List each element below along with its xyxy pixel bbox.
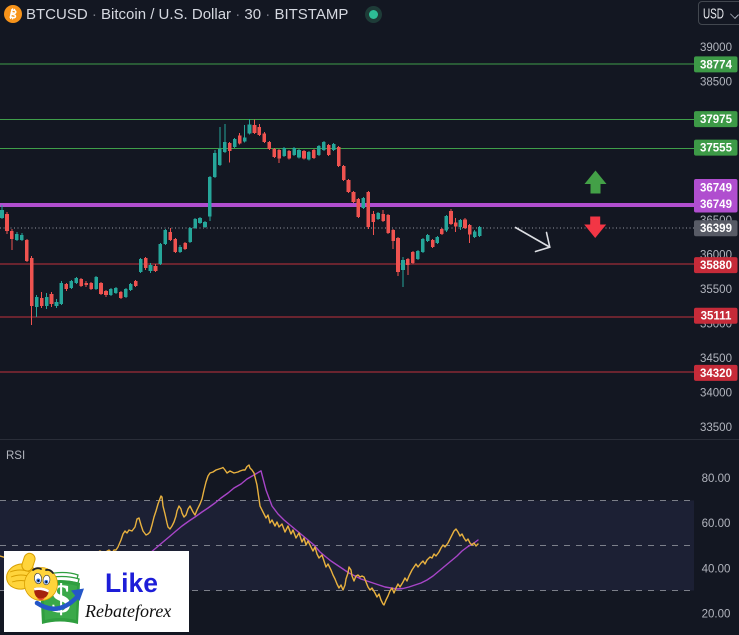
svg-text:37975: 37975 <box>700 114 733 126</box>
svg-text:34000: 34000 <box>700 388 732 400</box>
svg-text:20.00: 20.00 <box>702 609 731 621</box>
svg-text:36749: 36749 <box>700 199 732 211</box>
svg-text:60.00: 60.00 <box>702 518 731 530</box>
svg-text:33500: 33500 <box>700 422 732 434</box>
svg-text:35111: 35111 <box>701 311 732 323</box>
svg-text:34320: 34320 <box>700 368 732 380</box>
svg-text:40.00: 40.00 <box>702 563 731 575</box>
svg-text:37555: 37555 <box>700 143 733 155</box>
svg-text:39000: 39000 <box>700 42 732 54</box>
svg-text:Like: Like <box>105 568 158 598</box>
svg-text:34500: 34500 <box>700 353 732 365</box>
svg-text:80.00: 80.00 <box>702 473 731 485</box>
svg-text:36749: 36749 <box>700 183 732 195</box>
svg-text:35880: 35880 <box>700 260 732 272</box>
svg-text:RSI: RSI <box>6 450 25 462</box>
svg-text:38774: 38774 <box>700 59 733 71</box>
svg-text:Rebateforex: Rebateforex <box>84 601 171 621</box>
svg-text:USD: USD <box>703 7 724 23</box>
svg-text:38500: 38500 <box>700 77 732 89</box>
svg-text:35500: 35500 <box>700 284 732 296</box>
svg-text:36399: 36399 <box>700 223 732 235</box>
